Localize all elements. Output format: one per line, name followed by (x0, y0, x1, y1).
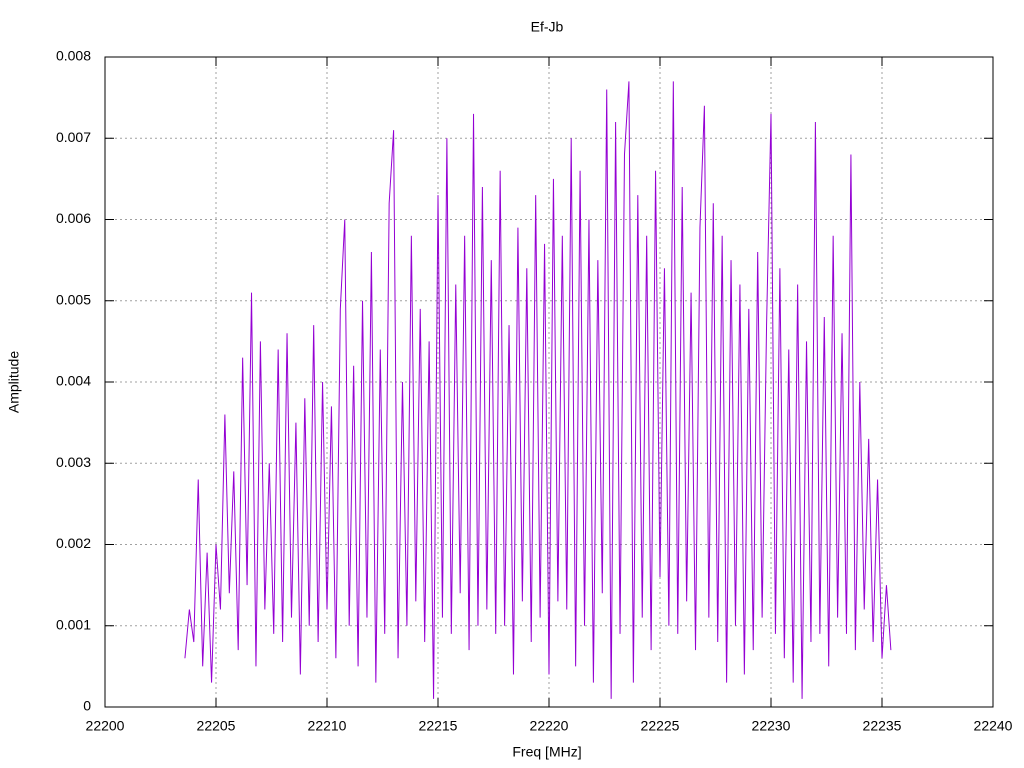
x-tick-label: 22200 (86, 718, 125, 734)
y-tick-label: 0 (83, 698, 91, 714)
y-tick-label: 0.004 (56, 373, 91, 389)
y-tick-label: 0.006 (56, 210, 91, 226)
x-tick-label: 22220 (530, 718, 569, 734)
y-tick-label: 0.003 (56, 454, 91, 470)
x-tick-label: 22235 (863, 718, 902, 734)
plot-border (104, 56, 994, 708)
x-tick-label: 22230 (752, 718, 791, 734)
x-tick-label: 22240 (974, 718, 1013, 734)
series-line (184, 81, 892, 699)
x-tick-label: 22205 (197, 718, 236, 734)
y-tick-label: 0.001 (56, 616, 91, 632)
x-axis-label: Freq [MHz] (512, 744, 581, 760)
chart-title: Ef-Jb (531, 19, 564, 35)
x-tick-label: 22215 (419, 718, 458, 734)
y-axis-label: Amplitude (6, 351, 22, 413)
y-tick-label: 0.008 (56, 48, 91, 64)
x-tick-label: 22210 (308, 718, 347, 734)
y-tick-label: 0.002 (56, 535, 91, 551)
y-tick-label: 0.005 (56, 291, 91, 307)
x-tick-label: 22225 (641, 718, 680, 734)
y-tick-label: 0.007 (56, 129, 91, 145)
